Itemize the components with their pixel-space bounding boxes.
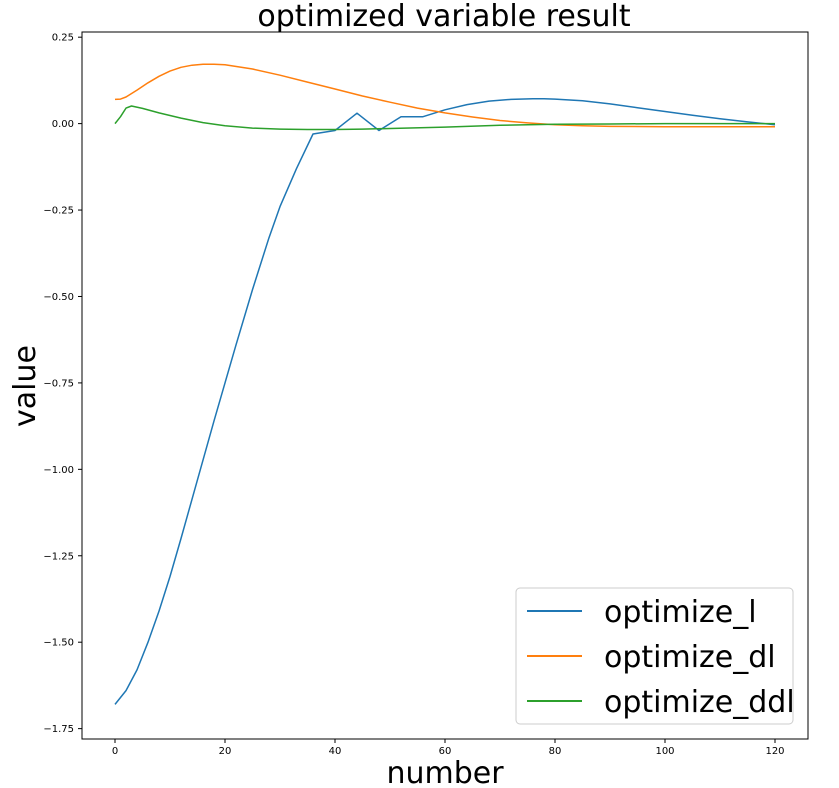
legend-entry: optimize_l — [604, 595, 757, 630]
y-axis-label: value — [8, 345, 43, 427]
x-tick-label: 20 — [219, 746, 232, 757]
x-tick-label: 0 — [112, 746, 118, 757]
y-tick-label: 0.25 — [52, 33, 74, 44]
y-tick-label: −1.00 — [43, 465, 74, 476]
series-line-optimize_ddl — [114, 105, 775, 131]
y-axis: 0.25 0.00 −0.25 −0.50 −0.75 −1.00 −1.25 −1.50 −1… — [43, 33, 82, 735]
y-tick-label: −0.25 — [43, 206, 74, 217]
y-tick-label: −1.50 — [43, 638, 74, 649]
series-group — [114, 63, 776, 705]
chart-title: optimized variable result — [257, 0, 631, 34]
series-line-optimize_dl — [114, 63, 775, 128]
legend-entry: optimize_ddl — [604, 685, 795, 720]
x-tick-label: 80 — [549, 746, 562, 757]
y-tick-label: −0.75 — [43, 378, 74, 389]
legend: optimize_l optimize_dl optimize_ddl — [515, 587, 795, 725]
x-axis: 0 20 40 60 80 100 120 — [112, 739, 785, 757]
series-line-optimize_l — [114, 97, 776, 705]
legend-box — [515, 587, 794, 725]
y-tick-label: −1.75 — [43, 724, 74, 735]
legend-entry: optimize_dl — [604, 640, 776, 675]
x-axis-label: number — [386, 756, 504, 788]
x-tick-label: 60 — [439, 746, 452, 757]
x-tick-label: 120 — [765, 746, 784, 757]
y-tick-label: −0.50 — [43, 292, 74, 303]
x-tick-label: 100 — [655, 746, 674, 757]
y-tick-label: 0.00 — [52, 119, 74, 130]
x-tick-label: 40 — [329, 746, 342, 757]
y-tick-label: −1.25 — [43, 551, 74, 562]
